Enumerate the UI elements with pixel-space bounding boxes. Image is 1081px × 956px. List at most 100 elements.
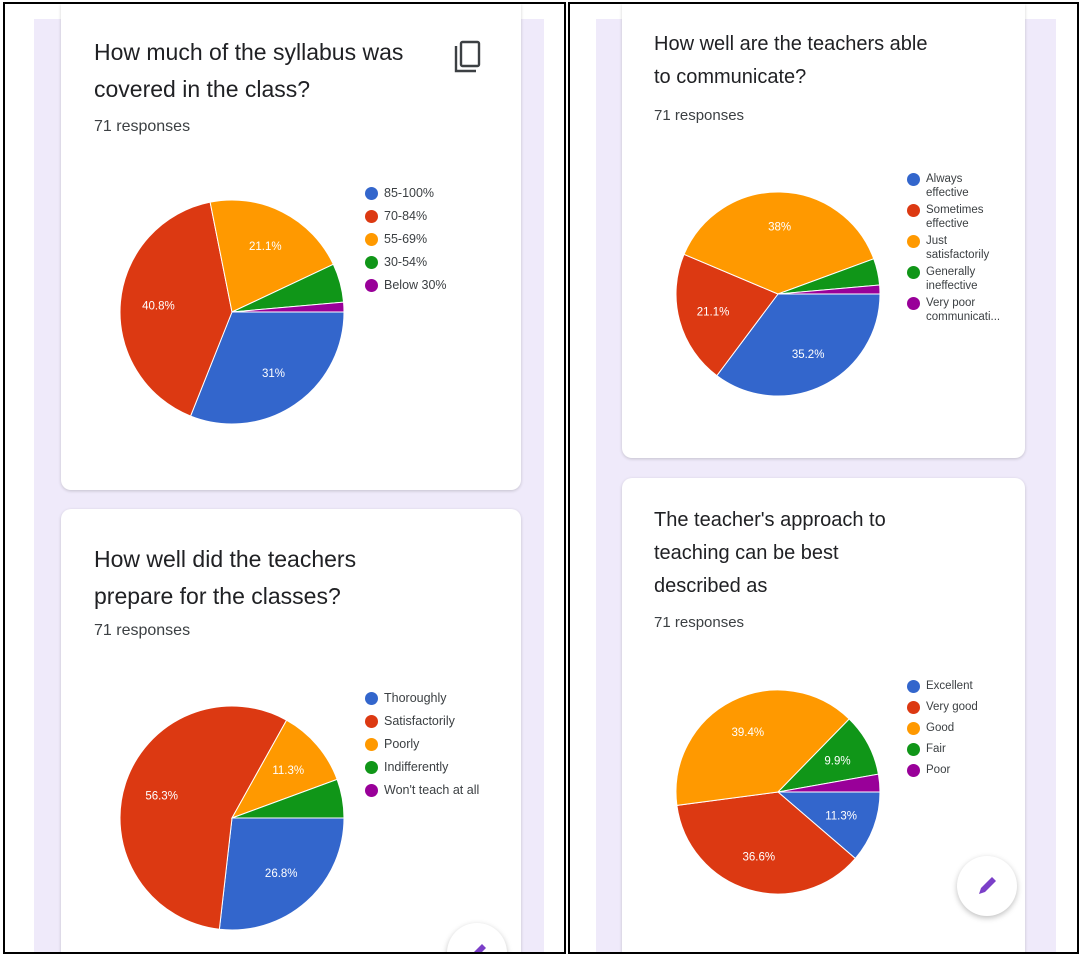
legend-swatch xyxy=(907,701,920,714)
question-title: The teacher's approach to teaching can b… xyxy=(654,504,886,603)
legend-swatch xyxy=(365,761,378,774)
legend-item[interactable]: Excellent xyxy=(907,679,978,693)
legend-swatch xyxy=(907,764,920,777)
legend-label: Excellent xyxy=(926,680,973,692)
legend-label: effective xyxy=(926,218,969,230)
legend-item[interactable]: Always effective xyxy=(907,172,1000,200)
legend-swatch xyxy=(365,738,378,751)
legend-swatch xyxy=(907,722,920,735)
pie-slice-poor[interactable] xyxy=(777,773,881,793)
chart-legend: Always effective Sometimes effective Just s… xyxy=(907,172,1000,327)
response-count: 71 responses xyxy=(94,622,191,639)
pie-slice-55-69-[interactable] xyxy=(209,199,334,313)
pie-slice-sometimes-effective[interactable] xyxy=(675,253,779,377)
pie-slice-very-good[interactable] xyxy=(676,791,857,895)
legend-item[interactable]: Sometimes effective xyxy=(907,203,1000,231)
slice-data-label: 21.1% xyxy=(249,241,282,253)
legend-label: Poorly xyxy=(384,737,420,751)
pie-slice-just-satisfactorily[interactable] xyxy=(683,191,875,295)
pie-slice-poorly[interactable] xyxy=(230,719,338,819)
legend-label: Poor xyxy=(926,764,951,776)
legend-item[interactable]: Very poor communicati... xyxy=(907,296,1000,324)
syllabus-card: How much of the syllabus was covered in … xyxy=(61,4,521,490)
legend-item[interactable]: Below 30% xyxy=(365,278,447,293)
question-title-line: How well are the teachers able xyxy=(654,33,928,55)
legend-item[interactable]: Good xyxy=(907,721,978,735)
legend-item[interactable]: 55-69% xyxy=(365,232,447,247)
legend-swatch xyxy=(907,235,920,248)
legend-item[interactable]: Fair xyxy=(907,742,978,756)
left-screenshot-panel: How much of the syllabus was covered in … xyxy=(3,2,566,954)
legend-label: Very poor xyxy=(926,297,976,309)
legend-swatch xyxy=(907,266,920,279)
legend-item[interactable]: 70-84% xyxy=(365,209,447,224)
pie-slice-good[interactable] xyxy=(675,689,850,806)
legend-item[interactable]: Poorly xyxy=(365,737,494,752)
legend-label: 70-84% xyxy=(384,209,428,223)
communication-pie-chart: 35.2% 21.1% 38% xyxy=(675,191,881,397)
legend-item[interactable]: Generally ineffective xyxy=(907,265,1000,293)
pie-slice-always-effective[interactable] xyxy=(716,293,881,397)
legend-item[interactable]: 30-54% xyxy=(365,255,447,270)
legend-label: Just xyxy=(926,235,948,247)
pencil-icon xyxy=(979,877,996,894)
legend-label: Generally xyxy=(926,266,976,278)
slice-data-label: 9.9% xyxy=(824,755,850,767)
legend-item[interactable]: Satisfactorily xyxy=(365,714,494,729)
legend-label: effective xyxy=(926,187,969,199)
legend-label: Good xyxy=(926,722,955,734)
legend-label: communicati... xyxy=(926,311,1001,323)
edit-fab[interactable] xyxy=(447,923,507,952)
syllabus-pie-chart: 31% 40.8% 21.1% xyxy=(119,199,345,425)
pie-slice-very-poor-communicati-[interactable] xyxy=(777,284,881,295)
edit-fab[interactable] xyxy=(957,856,1017,916)
slice-data-label: 11.3% xyxy=(272,765,304,777)
legend-label: 85-100% xyxy=(384,186,435,200)
chart-legend: Thoroughly Satisfactorily Poorly Indiffe… xyxy=(365,691,494,806)
legend-label: Very good xyxy=(926,701,978,713)
communication-card: How well are the teachers able to commun… xyxy=(622,4,1025,458)
question-title-line: The teacher's approach to xyxy=(654,509,886,531)
legend-label: Sometimes xyxy=(926,204,984,216)
question-title: How well are the teachers able to commun… xyxy=(654,28,927,94)
legend-item[interactable]: Thoroughly xyxy=(365,691,494,706)
pie-slice-indifferently[interactable] xyxy=(231,778,345,819)
legend-item[interactable]: Indifferently xyxy=(365,760,494,775)
legend-swatch xyxy=(907,743,920,756)
legend-label: satisfactorily xyxy=(926,249,990,261)
legend-item[interactable]: Poor xyxy=(907,763,978,777)
legend-swatch xyxy=(907,204,920,217)
question-title-line: prepare for the classes? xyxy=(94,583,341,609)
legend-swatch xyxy=(365,692,378,705)
legend-label: Indifferently xyxy=(384,760,449,774)
legend-label: Below 30% xyxy=(384,278,447,292)
copy-icon[interactable] xyxy=(453,40,483,74)
legend-item[interactable]: Won't teach at all xyxy=(365,783,494,798)
question-title: How much of the syllabus was covered in … xyxy=(94,34,403,108)
pie-slice-thoroughly[interactable] xyxy=(218,817,345,931)
pie-slice-satisfactorily[interactable] xyxy=(119,705,288,930)
preparation-card: How well did the teachers prepare for th… xyxy=(61,509,521,952)
preparation-pie-chart: 26.8% 56.3% 11.3% xyxy=(119,705,345,931)
question-title-line: described as xyxy=(654,575,768,597)
legend-label: Satisfactorily xyxy=(384,714,455,728)
question-title-line: covered in the class? xyxy=(94,76,311,102)
legend-label: ineffective xyxy=(926,280,978,292)
legend-item[interactable]: Just satisfactorily xyxy=(907,234,1000,262)
pie-slice-85-100-[interactable] xyxy=(189,311,345,425)
pie-slice-70-84-[interactable] xyxy=(119,201,233,417)
slice-data-label: 26.8% xyxy=(265,868,298,880)
question-title-line: teaching can be best xyxy=(654,542,839,564)
slice-data-label: 21.1% xyxy=(697,307,730,319)
legend-swatch xyxy=(907,173,920,186)
legend-swatch xyxy=(365,784,378,797)
legend-item[interactable]: Very good xyxy=(907,700,978,714)
approach-pie-chart: 11.3% 36.6% 39.4% 9.9% xyxy=(675,689,881,895)
approach-card: The teacher's approach to teaching can b… xyxy=(622,478,1025,952)
pie-slice-below-30-[interactable] xyxy=(231,301,345,313)
legend-label: 55-69% xyxy=(384,232,428,246)
slice-data-label: 31% xyxy=(262,368,285,380)
question-title-line: to communicate? xyxy=(654,66,807,88)
pie-slice-excellent[interactable] xyxy=(776,791,881,860)
legend-item[interactable]: 85-100% xyxy=(365,186,447,201)
